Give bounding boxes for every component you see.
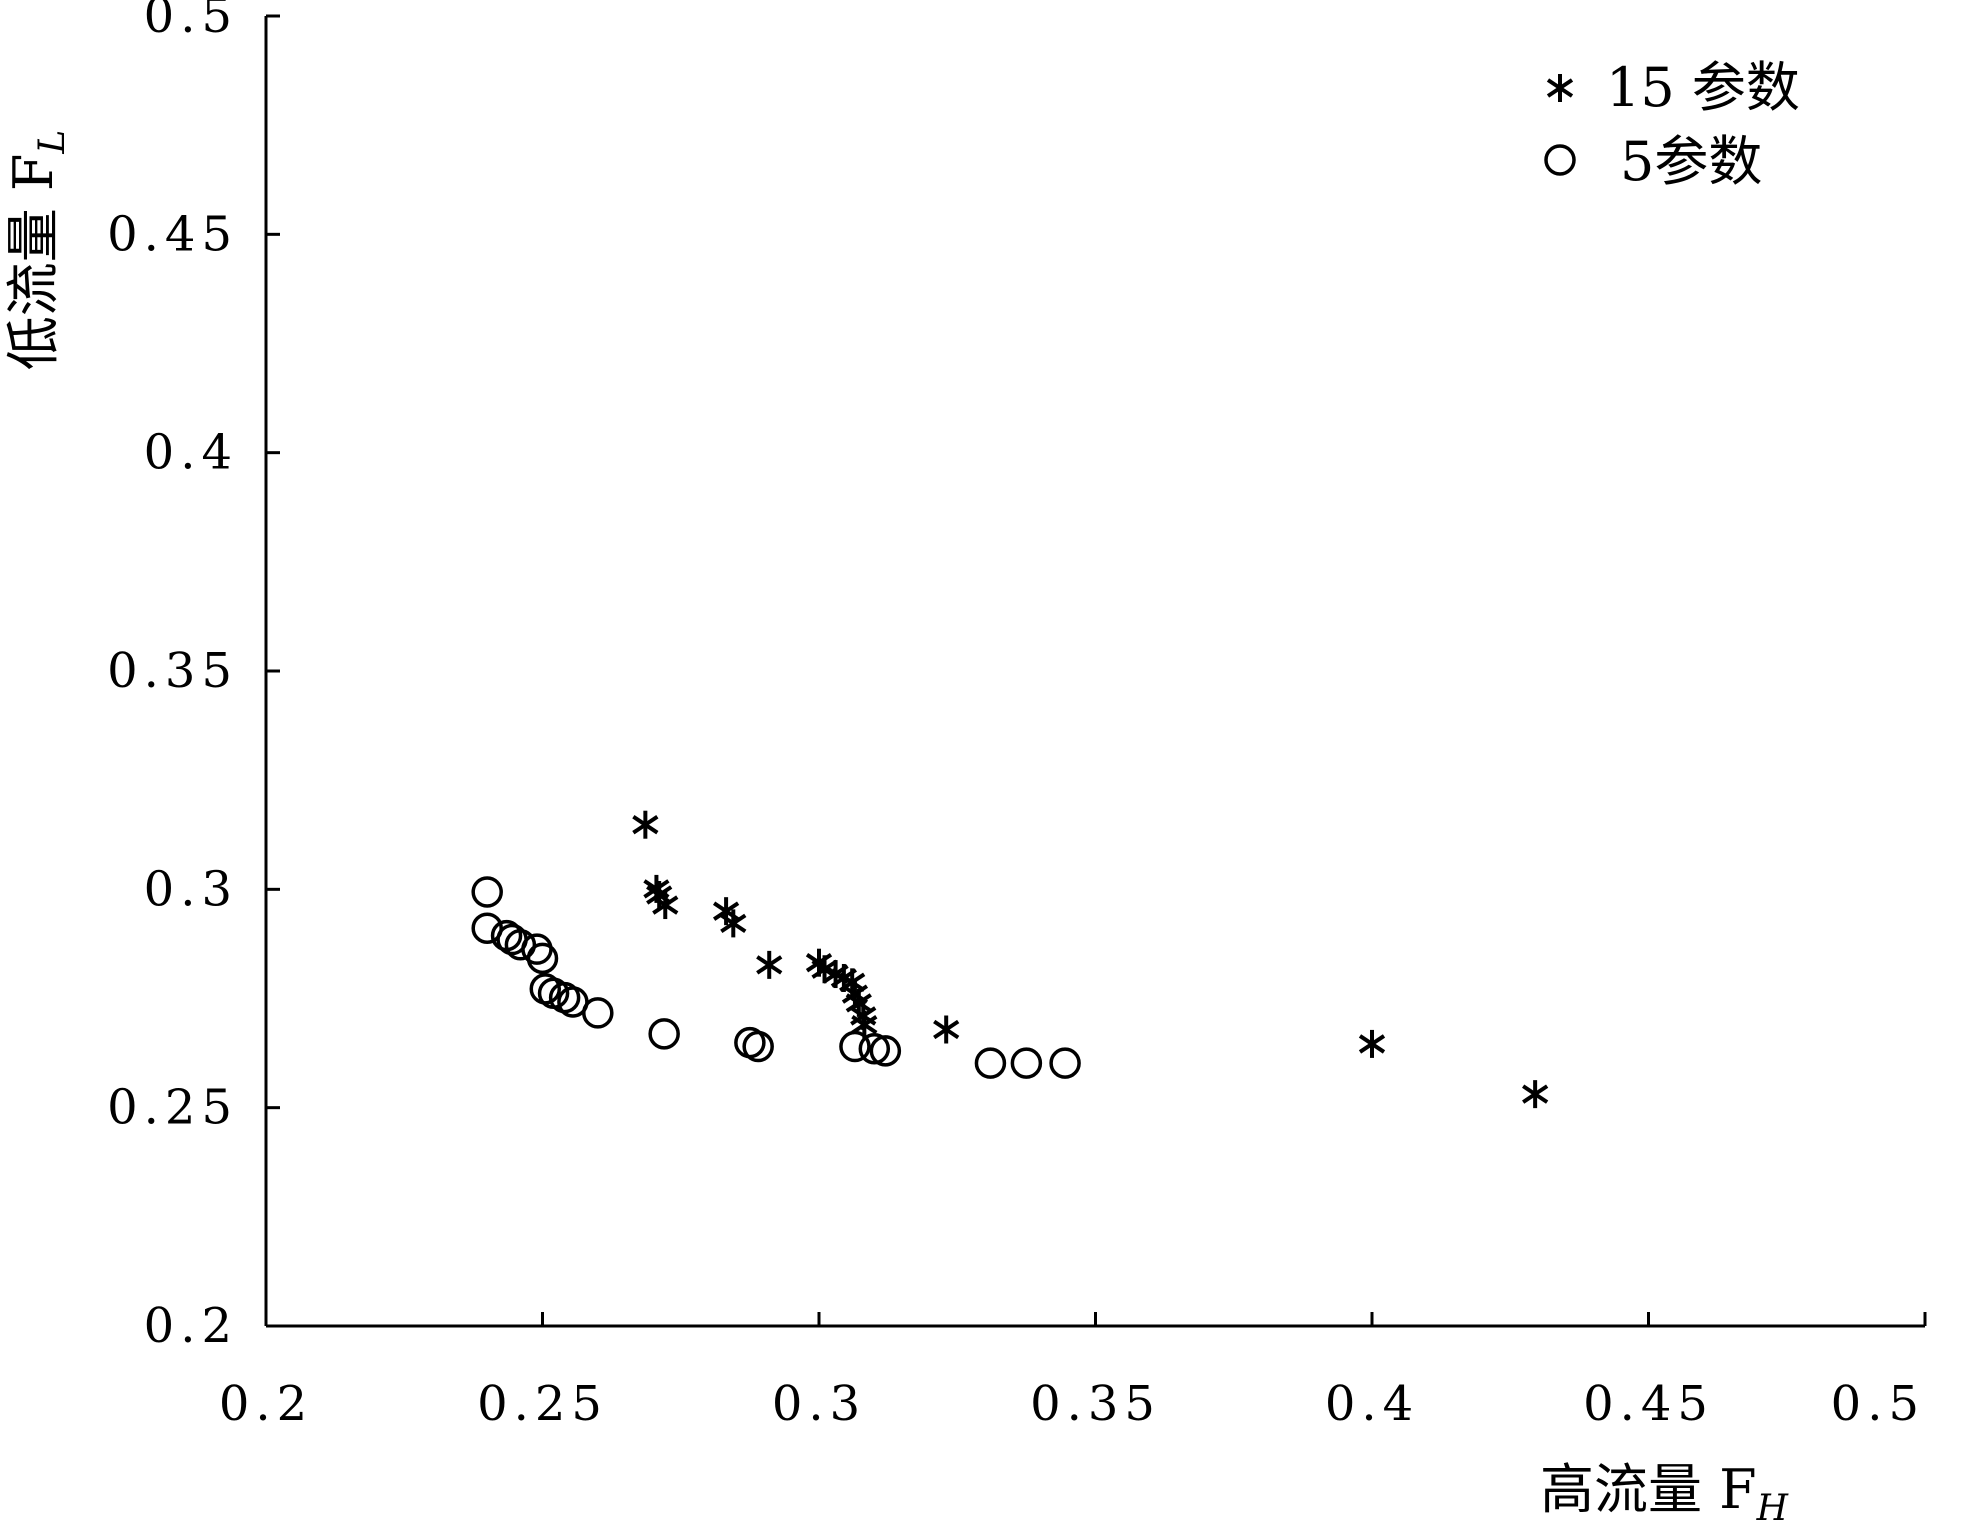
series-circle: [471, 876, 1081, 1079]
data-point-circle: [504, 929, 537, 961]
data-points: [471, 810, 1549, 1109]
data-point-circle: [869, 1035, 902, 1067]
y-ticks: 0.2 0.25 0.3 0.35 0.4 0.45 0.5: [107, 0, 280, 1354]
y-tick-label: 0.25: [107, 1080, 238, 1136]
y-tick-label: 0.3: [144, 861, 238, 917]
y-tick-label: 0.45: [107, 206, 238, 262]
data-point-circle: [1010, 1047, 1043, 1079]
x-ticks: 0.2 0.25 0.3 0.35 0.4 0.45 0.5: [219, 1312, 1927, 1432]
x-tick-label: 0.35: [1030, 1376, 1161, 1432]
legend-label-15: 15 参数: [1606, 56, 1800, 119]
x-tick-label: 0.45: [1583, 1376, 1714, 1432]
data-point-asterisk: [1522, 1080, 1549, 1109]
y-tick-label: 0.35: [107, 643, 238, 699]
data-point-circle: [974, 1047, 1007, 1079]
data-point-circle: [526, 942, 559, 975]
data-point-circle: [839, 1030, 871, 1063]
x-tick-label: 0.3: [772, 1376, 866, 1432]
y-tick-label: 0.5: [144, 0, 238, 44]
data-point-asterisk: [632, 810, 659, 839]
data-point-circle: [858, 1032, 891, 1065]
data-point-circle: [582, 997, 614, 1029]
data-point-circle: [648, 1018, 680, 1050]
data-point-asterisk: [756, 950, 783, 979]
legend-item-asterisk: 15 参数: [1546, 56, 1800, 119]
data-point-circle: [471, 876, 503, 908]
data-point-asterisk: [1358, 1029, 1386, 1058]
y-axis-label-text: 低流量 F: [2, 154, 65, 371]
x-axis-label-text: 高流量 F: [1540, 1458, 1757, 1521]
data-point-asterisk: [720, 909, 747, 938]
axes: [264, 16, 1925, 1328]
x-tick-label: 0.25: [477, 1376, 608, 1432]
data-point-asterisk: [933, 1015, 960, 1044]
x-tick-label: 0.5: [1831, 1376, 1925, 1432]
legend-circle-icon: [1544, 144, 1576, 176]
x-axis-label: 高流量 FH: [1540, 1458, 1789, 1529]
x-tick-label: 0.4: [1325, 1376, 1419, 1432]
legend: 15 参数 5参数: [1544, 56, 1800, 193]
data-point-circle: [742, 1030, 774, 1063]
y-tick-label: 0.2: [144, 1298, 238, 1354]
y-axis-label-sub: L: [32, 130, 73, 155]
legend-item-circle: 5参数: [1544, 130, 1762, 193]
data-point-asterisk: [652, 891, 679, 920]
series-asterisk: [632, 810, 1549, 1109]
y-axis-label: 低流量 FL: [2, 130, 73, 371]
y-tick-label: 0.4: [144, 425, 238, 481]
x-axis-label-sub: H: [1756, 1488, 1789, 1529]
x-tick-label: 0.2: [219, 1376, 313, 1432]
data-point-circle: [1049, 1047, 1081, 1079]
legend-asterisk-icon: [1546, 74, 1574, 102]
legend-label-5: 5参数: [1620, 130, 1762, 193]
